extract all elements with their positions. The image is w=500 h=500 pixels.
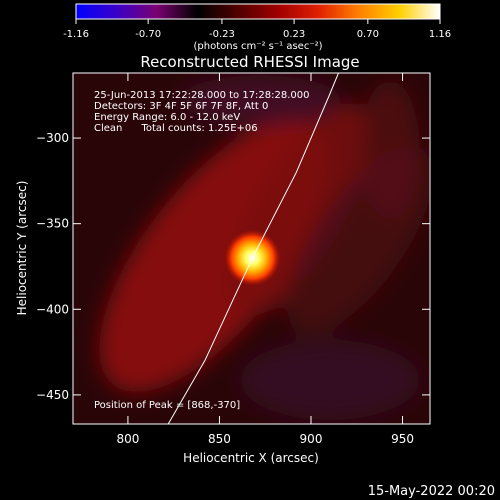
chart-title: Reconstructed RHESSI Image (140, 53, 359, 71)
colorbar (75, 3, 441, 20)
colorbar-units-label: (photons cm⁻² s⁻¹ asec⁻²) (193, 41, 322, 52)
colorbar-ticks: -1.16 -0.70 -0.23 0.23 0.70 1.16 (63, 19, 451, 40)
plot-frame (72, 72, 431, 425)
y-axis-ticks: −300 −350 −400 −450 (36, 131, 430, 402)
annotation-energy-range: Energy Range: 6.0 - 12.0 keV (94, 112, 240, 123)
annotation-time-range: 25-Jun-2013 17:22:28.000 to 17:28:28.000 (94, 90, 310, 101)
annotation-clean-counts: Clean Total counts: 1.25E+06 (94, 123, 258, 134)
x-axis-ticks: 800 850 900 950 (116, 73, 414, 446)
x-tick-label: 800 (116, 432, 139, 446)
timestamp: 15-May-2022 00:20 (368, 484, 495, 499)
y-tick-label: −300 (36, 131, 69, 145)
annotation-peak-position: Position of Peak = [868,-370] (94, 400, 240, 411)
solar-limb-curve (167, 73, 339, 424)
colorbar-tick-label: -0.70 (135, 29, 161, 40)
colorbar-tick-label: 0.23 (283, 29, 305, 40)
annotation-detectors: Detectors: 3F 4F 5F 6F 7F 8F, Att 0 (94, 101, 268, 112)
colorbar-tick-label: 1.16 (429, 29, 451, 40)
y-axis-label: Heliocentric Y (arcsec) (15, 181, 29, 316)
y-tick-label: −450 (36, 388, 69, 402)
x-tick-label: 900 (300, 432, 323, 446)
colorbar-tick-label: 0.70 (357, 29, 379, 40)
colorbar-tick-label: -0.23 (209, 29, 235, 40)
x-tick-label: 950 (391, 432, 414, 446)
y-tick-label: −350 (36, 217, 69, 231)
heatmap-image (73, 73, 430, 424)
y-tick-label: −400 (36, 302, 69, 316)
x-tick-label: 850 (208, 432, 231, 446)
colorbar-tick-label: -1.16 (63, 29, 89, 40)
x-axis-label: Heliocentric X (arcsec) (183, 451, 319, 465)
